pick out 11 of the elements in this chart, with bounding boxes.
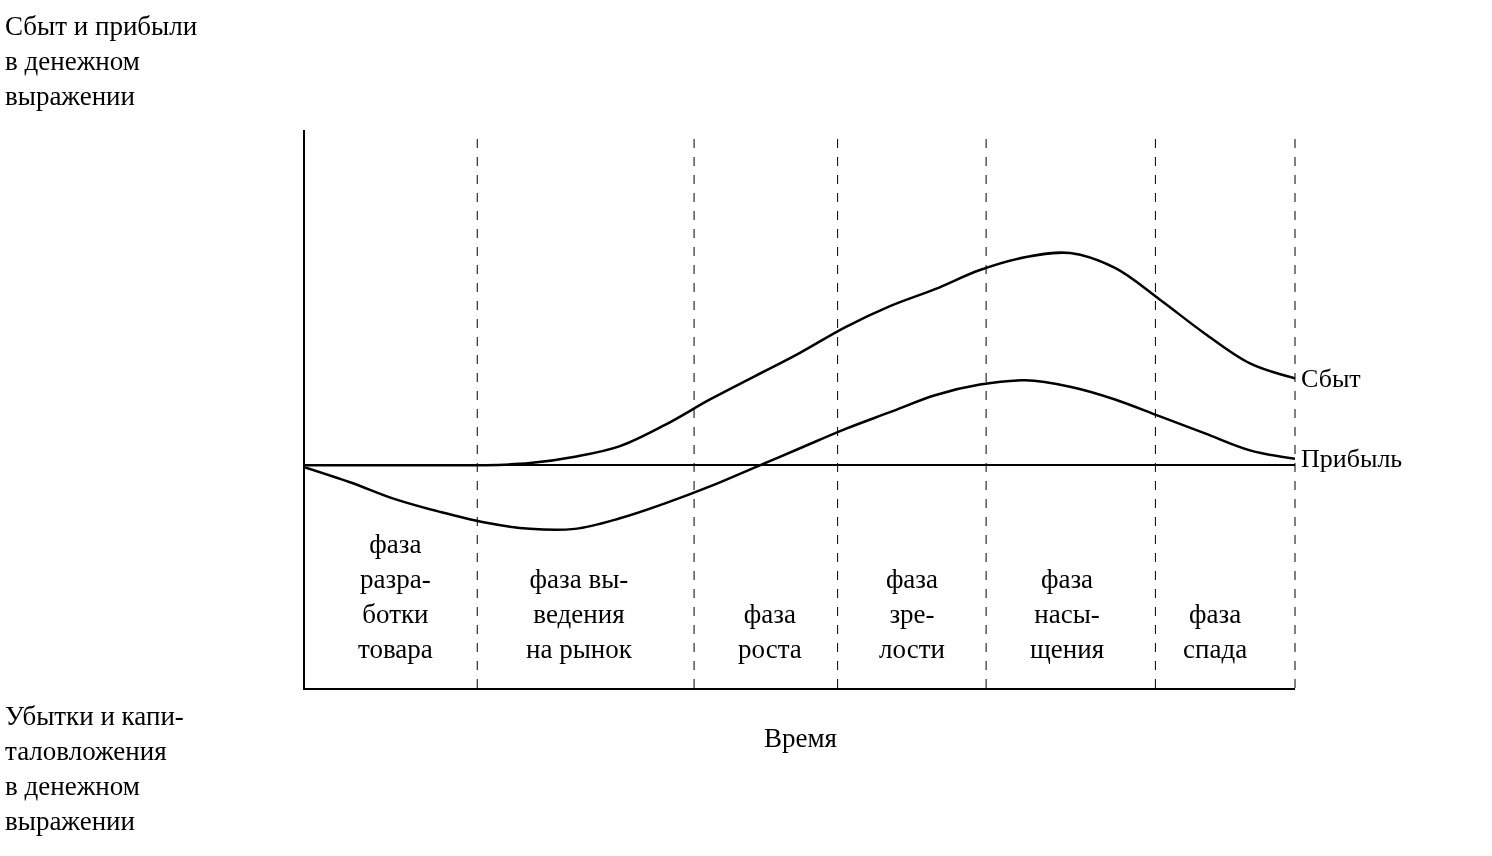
text: фаза спада: [1183, 599, 1248, 665]
text: фаза роста: [738, 599, 802, 665]
text: фаза вы- ведения на рынок: [526, 564, 633, 665]
text: фаза зре- лости: [879, 564, 945, 665]
text: Время: [764, 723, 837, 753]
series-label: Прибыль: [1301, 444, 1403, 473]
series-label: Сбыт: [1301, 364, 1361, 393]
text: фаза насы- щения: [1030, 564, 1105, 665]
text: Сбыт и прибыли в денежном выражении: [5, 11, 198, 112]
text: фаза разра- ботки товара: [358, 529, 433, 665]
text: Убытки и капи- таловложения в денежном выражении: [5, 701, 184, 837]
